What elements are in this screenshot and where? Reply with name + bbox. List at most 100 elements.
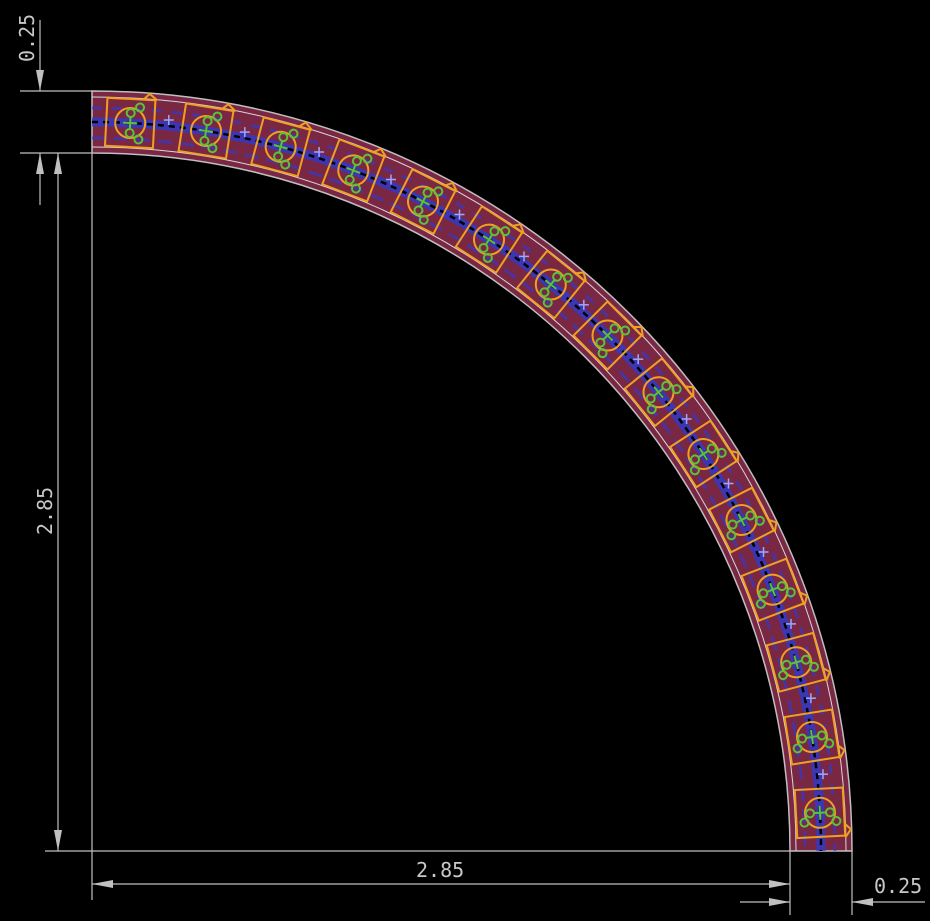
pad [542,297,553,308]
led-footprint [783,708,846,766]
footprint-outline [793,786,847,840]
footprint-outline [783,708,841,766]
led-footprint [389,167,458,236]
via-marker [681,414,692,424]
via-marker [454,209,465,220]
pin1-marker [768,518,778,533]
footprint-outline [103,96,157,150]
center-cross-v [789,659,804,666]
footprint-outline [321,138,386,203]
center-cross-v [696,449,710,459]
led-footprint [707,486,778,554]
pin1-marker [843,822,853,839]
pin1-marker [511,223,525,234]
center-cross-v [277,139,284,154]
pad [755,598,766,609]
dimension-bottom-width: 2.85 [416,858,464,882]
led-footprint [765,631,832,693]
led-body-circle [473,223,505,256]
pad [135,102,146,113]
pad [726,530,737,541]
pad [418,214,429,225]
led-body-circle [264,130,297,163]
board-inner-edge-2 [91,146,797,852]
led-footprint [321,138,388,203]
led-footprint [515,249,588,320]
footprint-outline [454,205,524,275]
via-marker [818,769,828,780]
via-marker [633,354,644,365]
pad [792,743,803,754]
via-marker [519,251,529,262]
led-footprint [668,419,740,489]
trace-layer [91,106,837,852]
pad [799,817,810,828]
led-body-circle [534,268,567,301]
led-footprint [177,102,237,160]
pad [562,272,573,283]
center-cross-v [349,163,357,178]
pad [500,226,511,237]
center-cross-v [418,194,428,209]
center-cross-v [765,586,780,594]
center-cross-v [601,329,614,342]
board-outline [91,90,853,852]
pad [754,515,765,526]
led-body-circle [337,154,370,187]
center-cross-v [203,123,209,139]
led-body-circle [687,438,720,470]
pad [288,128,299,139]
center-cross-v [484,233,494,247]
pad [207,143,218,154]
pad [362,153,373,164]
via-marker [723,478,734,489]
pad [482,252,493,263]
pad [824,738,835,749]
led-footprint [103,92,159,150]
pad [716,447,727,458]
via-marker [163,115,174,125]
pin1-marker [684,385,695,398]
via-marker [386,174,396,185]
pad [350,183,361,194]
footprint-outline [389,167,457,236]
pin1-marker [575,271,588,283]
led-footprint [250,116,313,178]
pad [808,661,819,672]
center-cross-v [652,387,665,398]
led-body-circle [756,573,789,606]
pin1-marker [821,666,832,682]
footprint-outline [740,557,805,622]
pin1-marker [836,744,846,760]
pad [620,325,631,336]
footprint-outline [572,300,643,371]
dimension-lines [20,20,925,915]
pin1-marker [298,121,313,131]
led-footprint [572,300,644,371]
pad [646,404,657,415]
dimension-left-height: 2.85 [33,487,57,535]
pin1-marker [221,102,237,113]
center-cross-v [804,734,820,740]
pad [671,384,682,395]
pin1-marker [372,147,388,158]
via-marker [314,147,325,157]
led-body-circle [591,319,624,352]
center-cross-v [812,811,828,815]
footprint-outline [765,631,827,693]
via-marker [239,127,250,138]
footprint-outline [177,102,235,160]
pad [433,186,444,197]
trace-inner [91,136,807,852]
pad [785,587,796,598]
footprint-outline [250,116,312,178]
via-marker [805,693,816,704]
pad [597,348,608,359]
center-cross-v [128,115,132,131]
led-footprint [793,786,853,840]
dimension-top-thickness: 0.25 [15,14,39,62]
footprint-outline [623,357,694,428]
footprint-outline [668,419,738,489]
via-marker [786,618,796,629]
